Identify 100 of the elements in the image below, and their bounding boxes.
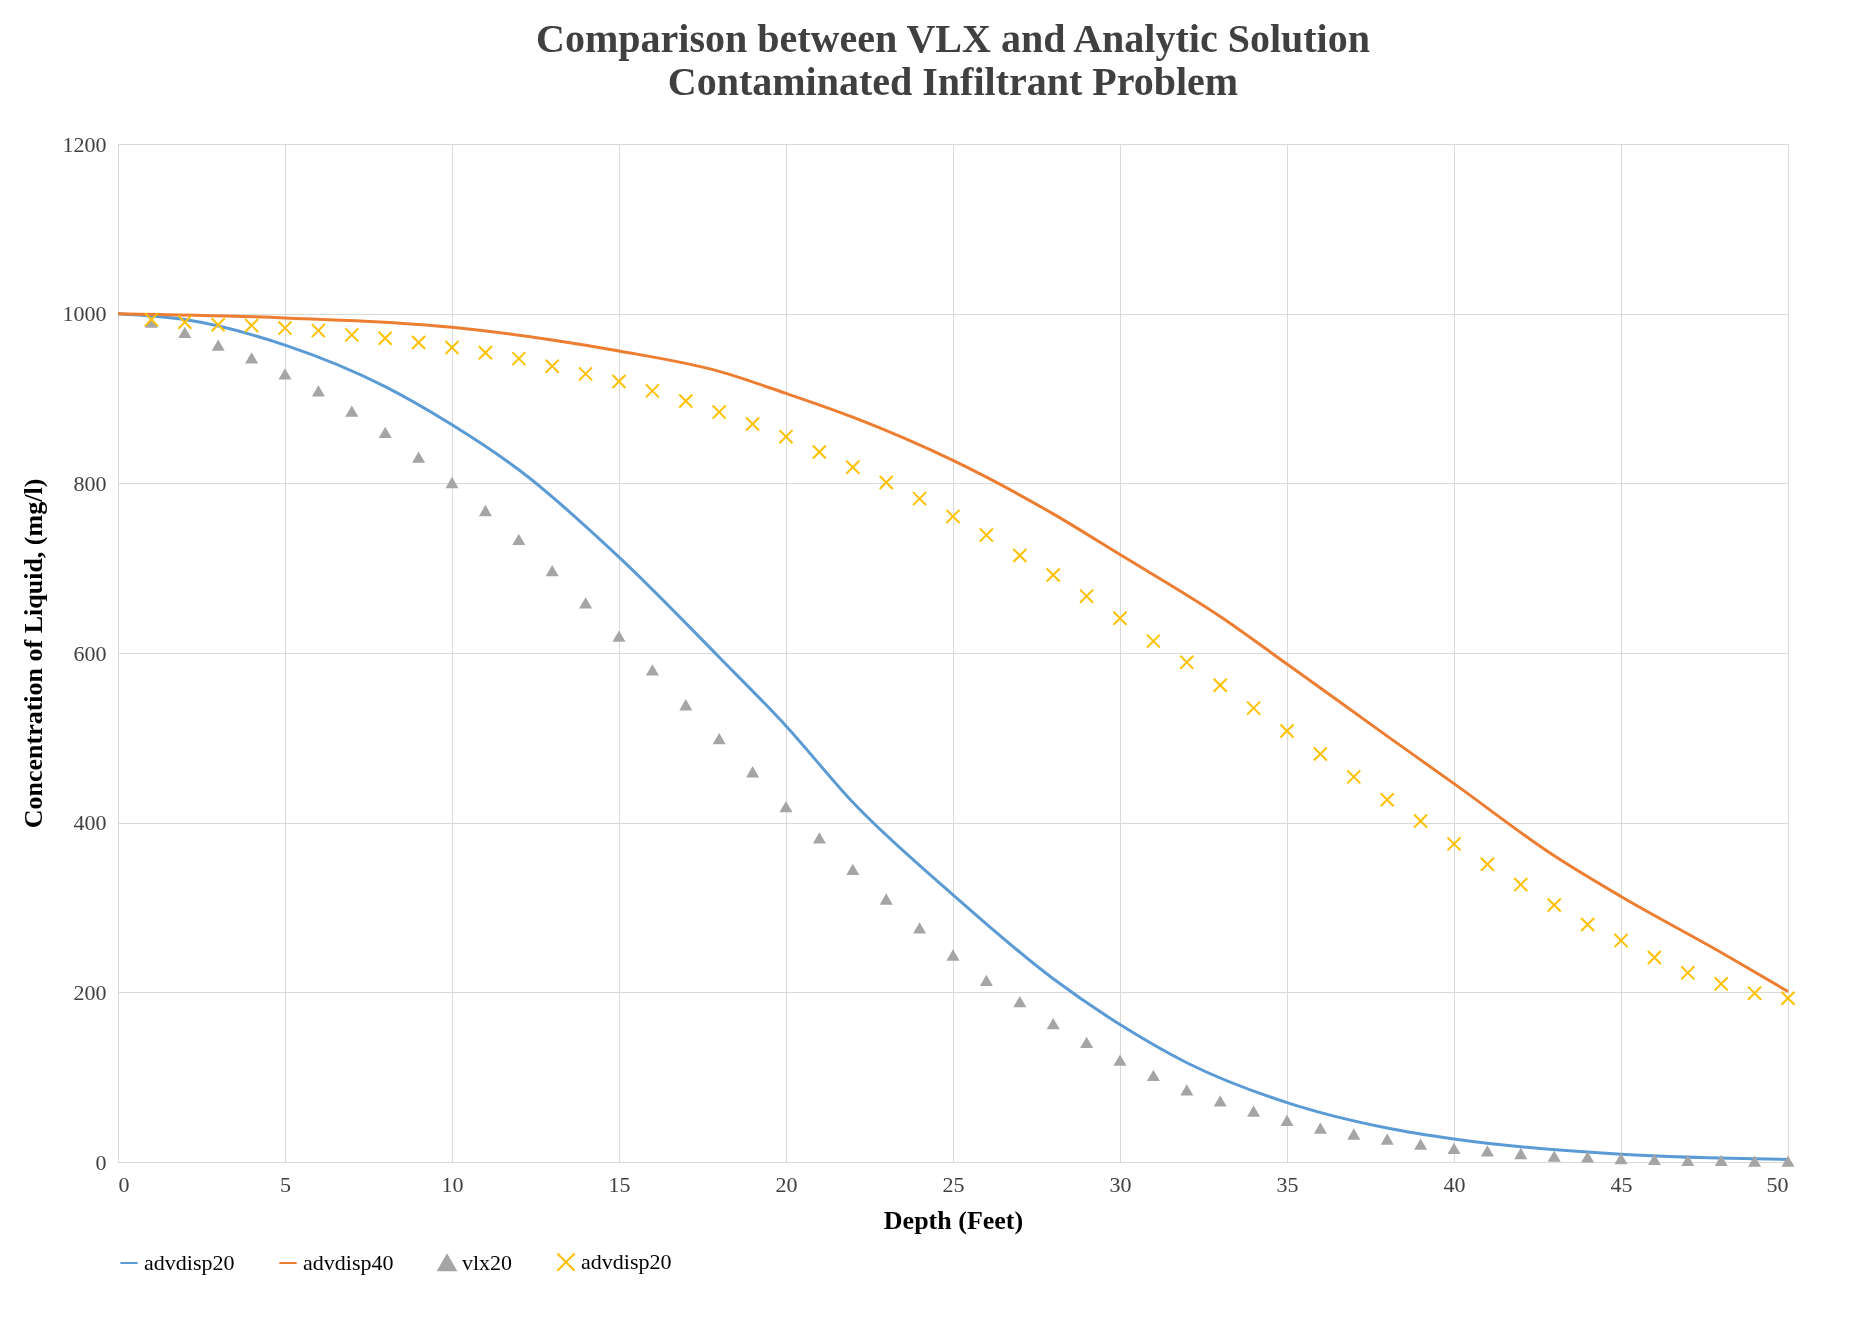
point: [1145, 633, 1161, 649]
point: [1480, 1145, 1494, 1157]
point: [579, 597, 593, 609]
point: [445, 476, 459, 489]
point: [846, 863, 860, 875]
point: [278, 368, 292, 380]
point: [645, 664, 659, 676]
point: [344, 327, 360, 343]
point: [1446, 836, 1462, 852]
point: [310, 323, 326, 339]
point: [378, 426, 392, 439]
point: [978, 527, 994, 543]
point: [245, 352, 259, 364]
point: [511, 351, 527, 367]
point: [778, 429, 794, 445]
point: [1347, 1128, 1361, 1140]
point: [1646, 950, 1662, 966]
x-tick-label: 15: [608, 1171, 631, 1197]
point: [1748, 1155, 1762, 1167]
point: [478, 504, 492, 517]
point: [1280, 1114, 1294, 1127]
point: [1479, 856, 1495, 872]
point: [178, 326, 192, 338]
point: [1547, 1150, 1561, 1162]
y-tick-label: 200: [73, 979, 107, 1005]
point: [1213, 1095, 1227, 1107]
point: [1013, 996, 1027, 1008]
x-tick-label: 25: [942, 1171, 965, 1197]
x-tick-label: 50: [1766, 1171, 1789, 1197]
point: [878, 474, 894, 490]
point: [1313, 1122, 1327, 1134]
x-tick-label: 20: [775, 1171, 798, 1197]
point: [1747, 985, 1763, 1001]
point: [1514, 1147, 1528, 1160]
point: [177, 314, 193, 330]
point: [746, 766, 760, 778]
point: [612, 630, 626, 642]
point: [1379, 792, 1395, 808]
point: [845, 459, 861, 475]
point: [779, 800, 793, 813]
point: [879, 893, 893, 905]
x-tick-label: 10: [441, 1171, 464, 1197]
point: [412, 451, 426, 463]
point: [1713, 976, 1729, 992]
point: [913, 922, 927, 934]
point: [1447, 1142, 1461, 1155]
point: [1079, 588, 1095, 604]
point: [945, 508, 961, 524]
point: [578, 366, 594, 382]
point: [1045, 567, 1061, 583]
x-axis-title: Depth (Feet): [883, 1205, 1024, 1235]
point: [1513, 877, 1529, 893]
point: [1414, 1138, 1428, 1150]
point: [377, 330, 393, 346]
point: [1346, 769, 1362, 785]
point: [477, 345, 493, 361]
x-tick-label: 40: [1443, 1171, 1466, 1197]
point: [1581, 1151, 1595, 1163]
point: [644, 383, 660, 399]
point: [444, 340, 460, 356]
point: [712, 733, 726, 745]
point: [1247, 1105, 1261, 1117]
point: [1714, 1154, 1728, 1166]
y-axis-title: Concentration of Liquid, (mg/l): [18, 478, 48, 829]
point: [1112, 610, 1128, 626]
y-tick-label: 1200: [62, 131, 107, 157]
point: [143, 312, 159, 328]
line-series: [116, 312, 1790, 993]
point: [311, 385, 325, 397]
legend-label: advdisp20: [144, 1250, 235, 1275]
point: [979, 974, 993, 987]
y-tick-label: 800: [73, 470, 107, 496]
chart-title: Comparison between VLX and Analytic Solution: [536, 16, 1370, 61]
legend-label: advdisp40: [303, 1250, 394, 1275]
point: [1279, 723, 1295, 739]
point: [211, 339, 225, 351]
x-tick-label: 35: [1276, 1171, 1299, 1197]
point: [745, 416, 761, 432]
point: [1179, 654, 1195, 670]
y-tick-label: 1000: [62, 301, 107, 327]
point: [1780, 990, 1796, 1006]
point: [611, 374, 627, 390]
legend-label: advdisp20: [581, 1249, 672, 1275]
point: [1413, 813, 1429, 829]
point: [1681, 1154, 1695, 1166]
point: [946, 949, 960, 961]
point: [1312, 746, 1328, 762]
point: [1080, 1036, 1094, 1049]
point: [544, 358, 560, 374]
point: [512, 533, 526, 545]
point: [1113, 1054, 1127, 1066]
y-tick-label: 400: [73, 810, 107, 836]
point: [678, 393, 694, 409]
point: [679, 699, 693, 711]
point: [1781, 1155, 1795, 1167]
y-tick-label: 0: [95, 1149, 107, 1175]
point: [1046, 1018, 1060, 1030]
point: [545, 565, 559, 577]
point: [912, 491, 928, 507]
x-tick-label: 5: [280, 1171, 291, 1197]
